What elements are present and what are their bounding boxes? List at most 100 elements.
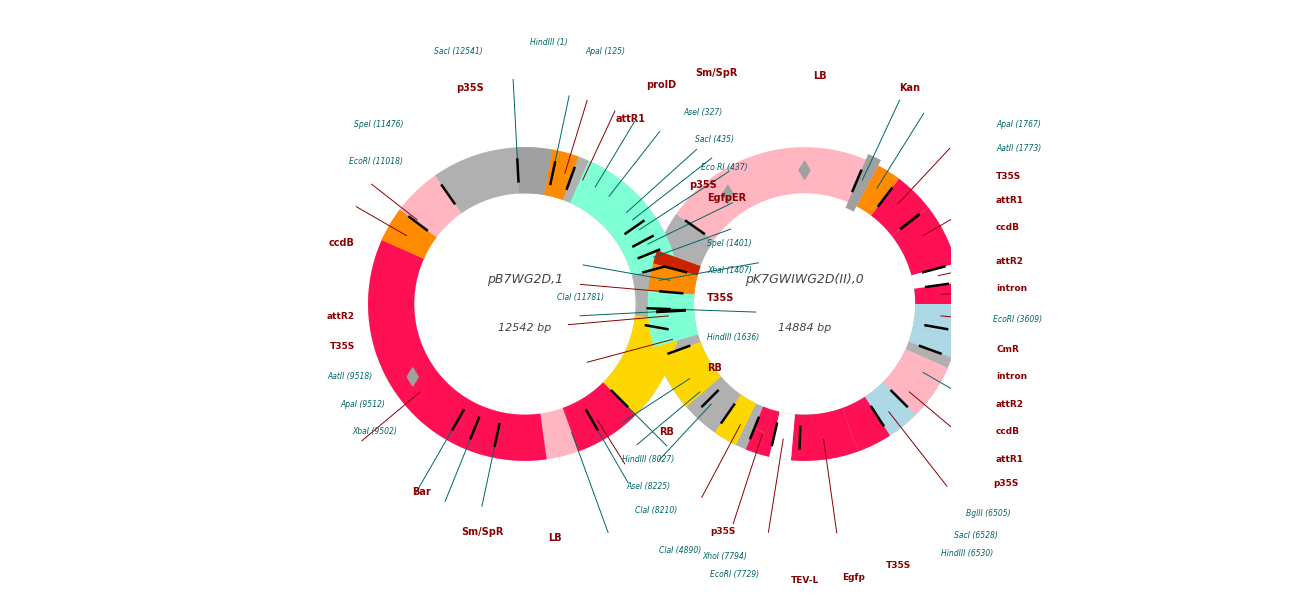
Polygon shape xyxy=(685,371,721,413)
Polygon shape xyxy=(909,327,958,358)
Text: XhoI (7794): XhoI (7794) xyxy=(702,552,747,561)
Text: T35S: T35S xyxy=(996,172,1021,181)
Text: 12542 bp: 12542 bp xyxy=(498,323,552,333)
Text: ccdB: ccdB xyxy=(328,238,354,248)
Text: Egfp: Egfp xyxy=(842,573,865,582)
Polygon shape xyxy=(915,333,939,384)
Text: AatII (9518): AatII (9518) xyxy=(327,373,372,381)
Text: XbaI (9502): XbaI (9502) xyxy=(353,427,397,436)
Text: attR2: attR2 xyxy=(996,257,1024,266)
Text: SpeI (1401): SpeI (1401) xyxy=(707,239,753,247)
Polygon shape xyxy=(648,291,698,347)
Text: EcoRI (7729): EcoRI (7729) xyxy=(710,570,759,579)
Text: RB: RB xyxy=(707,363,723,373)
Text: pK7GWIWG2D(II),0: pK7GWIWG2D(II),0 xyxy=(745,273,864,286)
Polygon shape xyxy=(407,368,418,386)
Polygon shape xyxy=(517,147,552,195)
Text: ClaI (11781): ClaI (11781) xyxy=(557,294,604,302)
Text: HindIII (1): HindIII (1) xyxy=(530,38,568,47)
Text: SacI (435): SacI (435) xyxy=(696,136,734,144)
Text: HindIII (6530): HindIII (6530) xyxy=(941,549,993,558)
Polygon shape xyxy=(912,263,959,289)
Polygon shape xyxy=(369,176,636,461)
Polygon shape xyxy=(653,250,701,275)
Polygon shape xyxy=(648,263,698,294)
Text: AseI (327): AseI (327) xyxy=(683,108,723,117)
Polygon shape xyxy=(553,170,605,193)
Polygon shape xyxy=(369,238,547,461)
Text: attR1: attR1 xyxy=(615,114,646,123)
Text: attR2: attR2 xyxy=(996,400,1024,409)
Text: p35S: p35S xyxy=(689,181,716,190)
Text: ApaI (1767): ApaI (1767) xyxy=(996,120,1041,129)
Text: ApaI (125): ApaI (125) xyxy=(586,47,626,56)
Polygon shape xyxy=(648,207,962,461)
Text: intron: intron xyxy=(996,373,1027,381)
Polygon shape xyxy=(856,165,899,216)
Text: pB7WG2D,1: pB7WG2D,1 xyxy=(487,273,562,286)
Text: T35S: T35S xyxy=(886,561,912,570)
Polygon shape xyxy=(720,412,771,437)
Polygon shape xyxy=(746,407,780,457)
Text: EcoRI (3609): EcoRI (3609) xyxy=(993,315,1042,323)
Text: SacI (12541): SacI (12541) xyxy=(433,47,482,56)
Text: T35S: T35S xyxy=(707,293,734,303)
Text: ApaI (9512): ApaI (9512) xyxy=(340,400,385,409)
Text: XbaI (1407): XbaI (1407) xyxy=(707,266,753,275)
Polygon shape xyxy=(913,304,962,337)
Polygon shape xyxy=(723,185,733,204)
Text: p35S: p35S xyxy=(993,479,1019,488)
Text: proID: proID xyxy=(646,80,676,90)
Text: HindIII (1636): HindIII (1636) xyxy=(707,333,759,342)
Text: SpeI (11476): SpeI (11476) xyxy=(354,120,403,129)
Polygon shape xyxy=(799,161,809,179)
Text: SacI (6528): SacI (6528) xyxy=(953,531,997,539)
Polygon shape xyxy=(434,147,681,415)
Text: BglII (6505): BglII (6505) xyxy=(966,510,1010,518)
Text: Sm/SpR: Sm/SpR xyxy=(696,68,737,78)
Polygon shape xyxy=(871,179,928,236)
Text: Kan: Kan xyxy=(899,83,919,93)
Text: EgfpER: EgfpER xyxy=(707,193,746,202)
Text: Eco RI (437): Eco RI (437) xyxy=(701,163,747,171)
Polygon shape xyxy=(524,161,535,179)
Polygon shape xyxy=(657,342,721,407)
Text: intron: intron xyxy=(996,285,1027,293)
Text: RB: RB xyxy=(659,427,674,437)
Text: HindIII (8027): HindIII (8027) xyxy=(622,455,674,463)
Polygon shape xyxy=(846,154,881,212)
Text: Bar: Bar xyxy=(412,488,431,497)
Polygon shape xyxy=(769,412,795,460)
Polygon shape xyxy=(883,349,948,415)
Polygon shape xyxy=(544,150,578,200)
Text: attR1: attR1 xyxy=(996,455,1024,463)
Polygon shape xyxy=(603,316,681,415)
Polygon shape xyxy=(656,290,661,346)
Text: p35S: p35S xyxy=(456,83,484,93)
Text: 14884 bp: 14884 bp xyxy=(778,323,831,333)
Text: attR2: attR2 xyxy=(327,312,354,320)
Text: AatII (1773): AatII (1773) xyxy=(996,145,1041,153)
Text: TEV-L: TEV-L xyxy=(790,576,818,585)
Polygon shape xyxy=(843,397,890,451)
Polygon shape xyxy=(562,382,636,451)
Polygon shape xyxy=(914,282,962,304)
Text: CmR: CmR xyxy=(996,345,1019,354)
Polygon shape xyxy=(715,395,756,445)
Text: attR1: attR1 xyxy=(996,196,1024,205)
Polygon shape xyxy=(791,408,859,461)
Text: AseI (8225): AseI (8225) xyxy=(627,482,671,491)
Text: p35S: p35S xyxy=(710,528,736,536)
Text: ClaI (4890): ClaI (4890) xyxy=(658,546,701,554)
Polygon shape xyxy=(865,382,915,435)
Polygon shape xyxy=(668,314,684,368)
Text: LB: LB xyxy=(813,71,826,81)
Text: ccdB: ccdB xyxy=(996,427,1020,436)
Text: EcoRI (11018): EcoRI (11018) xyxy=(349,157,403,165)
Text: ccdB: ccdB xyxy=(996,224,1020,232)
Polygon shape xyxy=(381,210,437,259)
Text: Sm/SpR: Sm/SpR xyxy=(462,527,503,537)
Polygon shape xyxy=(676,147,928,241)
Text: ClaI (8210): ClaI (8210) xyxy=(635,506,678,515)
Polygon shape xyxy=(892,207,956,275)
